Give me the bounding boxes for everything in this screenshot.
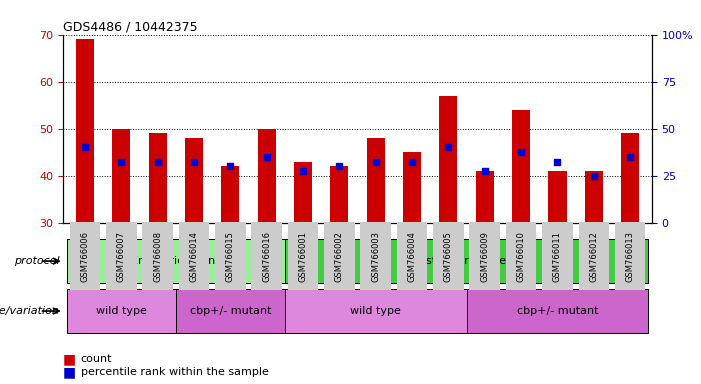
Bar [403, 152, 421, 223]
Text: GSM766002: GSM766002 [335, 231, 343, 282]
FancyBboxPatch shape [179, 222, 209, 290]
Point [479, 168, 490, 174]
Text: GSM766001: GSM766001 [299, 231, 308, 282]
FancyBboxPatch shape [433, 222, 463, 290]
FancyBboxPatch shape [542, 222, 573, 290]
Point [79, 144, 90, 151]
Text: cbp+/- mutant: cbp+/- mutant [517, 306, 598, 316]
Text: percentile rank within the sample: percentile rank within the sample [81, 367, 268, 377]
FancyBboxPatch shape [360, 222, 391, 290]
Point [588, 173, 599, 179]
FancyBboxPatch shape [142, 222, 173, 290]
Text: GSM766004: GSM766004 [407, 231, 416, 282]
FancyBboxPatch shape [470, 222, 500, 290]
Point [152, 159, 163, 165]
Text: GSM766006: GSM766006 [81, 231, 90, 282]
FancyBboxPatch shape [578, 222, 609, 290]
Bar [585, 171, 603, 223]
Bar [548, 171, 566, 223]
Bar [76, 39, 94, 223]
Text: wild type: wild type [96, 306, 147, 316]
Bar [67, 289, 176, 333]
Bar [294, 162, 312, 223]
FancyBboxPatch shape [252, 222, 282, 290]
FancyBboxPatch shape [397, 222, 428, 290]
Text: GSM766009: GSM766009 [480, 231, 489, 282]
Bar [476, 171, 494, 223]
Text: GSM766010: GSM766010 [517, 231, 526, 282]
Point [189, 159, 200, 165]
Bar [330, 166, 348, 223]
FancyBboxPatch shape [106, 222, 137, 290]
Text: GSM766016: GSM766016 [262, 231, 271, 282]
Bar [67, 239, 285, 283]
Bar [222, 166, 239, 223]
Bar [185, 138, 203, 223]
Text: count: count [81, 354, 112, 364]
Point [116, 159, 127, 165]
Text: GSM766011: GSM766011 [553, 231, 562, 282]
Point [443, 144, 454, 151]
Bar [176, 289, 285, 333]
Bar [285, 289, 467, 333]
Text: GSM766005: GSM766005 [444, 231, 453, 282]
Bar [621, 133, 639, 223]
Text: cbp+/- mutant: cbp+/- mutant [189, 306, 271, 316]
Bar [149, 133, 167, 223]
Bar [112, 129, 130, 223]
Bar [512, 110, 530, 223]
Text: protocol: protocol [14, 256, 60, 266]
Text: GSM766007: GSM766007 [117, 231, 125, 282]
FancyBboxPatch shape [69, 222, 100, 290]
Bar [440, 96, 458, 223]
FancyBboxPatch shape [287, 222, 318, 290]
Text: GSM766008: GSM766008 [153, 231, 162, 282]
Point [515, 149, 526, 155]
Point [625, 154, 636, 160]
Point [297, 168, 308, 174]
Text: GDS4486 / 10442375: GDS4486 / 10442375 [63, 20, 198, 33]
Text: Env Enrichment: Env Enrichment [132, 256, 220, 266]
Point [261, 154, 272, 160]
FancyBboxPatch shape [506, 222, 536, 290]
FancyBboxPatch shape [215, 222, 245, 290]
Text: GSM766014: GSM766014 [189, 231, 198, 282]
Text: ■: ■ [63, 352, 76, 366]
Point [334, 163, 345, 169]
Text: GSM766013: GSM766013 [625, 231, 634, 282]
Text: GSM766012: GSM766012 [590, 231, 598, 282]
FancyBboxPatch shape [615, 222, 646, 290]
Point [225, 163, 236, 169]
Text: wild type: wild type [350, 306, 401, 316]
Text: standard cage: standard cage [426, 256, 507, 266]
Text: GSM766003: GSM766003 [372, 231, 380, 282]
Bar [467, 289, 648, 333]
Point [407, 159, 418, 165]
Bar [367, 138, 385, 223]
Text: genotype/variation: genotype/variation [0, 306, 60, 316]
FancyBboxPatch shape [324, 222, 355, 290]
Bar [285, 239, 648, 283]
Bar [257, 129, 275, 223]
Text: GSM766015: GSM766015 [226, 231, 235, 282]
Point [552, 159, 563, 165]
Point [370, 159, 381, 165]
Text: ■: ■ [63, 366, 76, 379]
